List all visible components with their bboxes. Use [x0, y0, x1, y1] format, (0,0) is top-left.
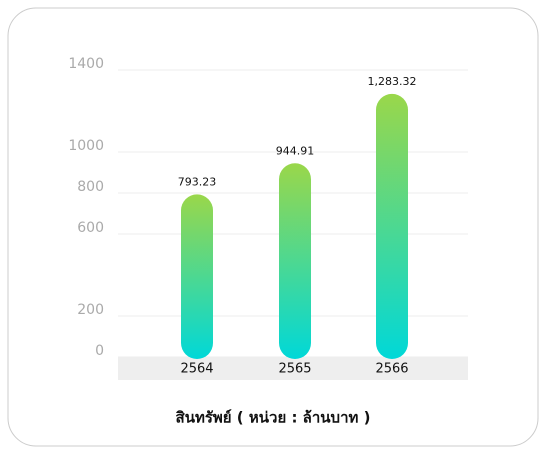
y-tick-label: 800 — [77, 179, 104, 195]
y-tick-label: 1000 — [68, 138, 104, 154]
x-tick-label: 2564 — [180, 362, 213, 377]
y-tick-label: 200 — [77, 302, 104, 318]
value-label: 1,283.32 — [368, 75, 417, 88]
y-tick-label: 600 — [77, 220, 104, 236]
bar — [279, 163, 311, 359]
x-tick-label: 2565 — [278, 362, 311, 377]
y-tick-label: 1400 — [68, 56, 104, 72]
x-tick-label: 2566 — [375, 362, 408, 377]
category-band — [118, 357, 468, 380]
chart-title: สินทรัพย์ ( หน่วย : ล้านบาท ) — [176, 409, 371, 427]
y-tick-label: 0 — [95, 343, 104, 359]
bar — [376, 93, 408, 359]
value-label: 944.91 — [276, 144, 315, 157]
value-label: 793.23 — [178, 175, 217, 188]
bar — [181, 194, 213, 359]
